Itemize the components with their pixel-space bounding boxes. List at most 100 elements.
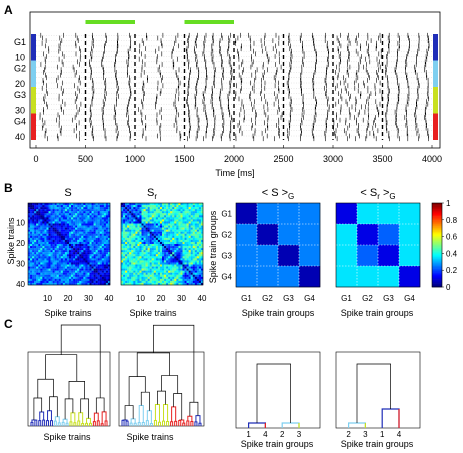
matrix-cell [38,256,41,259]
matrix-cell [155,205,159,208]
matrix-cell [32,219,35,222]
matrix-cell [48,217,51,220]
matrix-cell [184,213,187,216]
matrix-cell [52,276,55,279]
matrix-cell [95,268,98,271]
group-y-tick: G3 [221,252,232,261]
matrix-cell [127,211,130,214]
matrix-cell [71,260,74,263]
matrix-cell [123,256,126,259]
group-x-tick-sr: G2 [362,294,373,303]
matrix-cell [172,219,175,222]
matrix-cell [184,256,187,259]
matrix-cell [48,282,51,286]
matrix-cell [357,224,379,246]
matrix-cell [77,231,80,234]
matrix-cell [85,248,88,251]
matrix-cell [176,282,179,286]
matrix-cell [145,244,148,247]
matrix-cell [168,209,171,212]
matrix-cell [186,219,189,222]
matrix-cell [198,246,202,249]
matrix-cell [44,219,47,222]
matrix-cell [46,227,49,230]
matrix-cell [123,225,126,228]
matrix-cell [164,246,167,249]
matrix-cell [147,227,150,230]
matrix-cell [73,260,76,263]
matrix-cell [174,276,177,279]
matrix-cell [172,217,175,220]
matrix-cell [192,213,195,216]
dend-upper-branch [33,324,105,420]
matrix-cell [176,264,179,267]
matrix-cell [93,278,96,282]
matrix-cell [73,256,76,259]
matrix-cell [190,229,193,232]
matrix-cell [172,244,175,247]
matrix-cell [93,227,96,230]
matrix-cell [64,256,68,259]
matrix-cell [145,233,148,236]
matrix-cell [64,266,68,269]
matrix-cell [60,213,63,216]
matrix-cell [157,205,161,208]
matrix-cell [159,207,163,210]
matrix-cell [188,244,191,247]
matrix-cell [192,237,195,241]
matrix-cell [125,231,128,234]
matrix-cell [44,248,47,251]
matrix-cell [157,244,161,247]
matrix-cell [162,211,165,214]
matrix-cell [95,274,98,277]
matrix-cell [129,252,132,255]
matrix-cell [83,254,86,257]
matrix-cell [174,254,177,257]
matrix-cell [123,215,126,218]
dend-xlabel-trains-s: Spike trains [43,432,91,442]
matrix-cell [151,225,154,228]
matrix-cell [89,252,92,255]
matrix-cell [184,254,187,257]
matrix-cell [151,256,154,259]
matrix-cell [143,272,146,275]
matrix-cell [54,227,57,230]
matrix-cell [133,266,136,269]
matrix-cell [378,245,400,267]
matrix-cell [139,215,142,218]
matrix-cell [186,227,189,230]
matrix-cell [157,280,161,284]
matrix-cell [42,229,45,232]
matrix-cell [141,274,144,277]
group-bar-right [433,60,438,87]
matrix-cell [105,203,109,206]
matrix-cell [135,217,138,220]
matrix-cell [182,229,185,232]
matrix-cell [79,215,82,218]
matrix-cell [107,276,111,279]
matrix-cell [194,221,197,224]
matrix-cell [79,272,82,275]
matrix-cell [168,260,171,263]
matrix-cell [97,221,100,224]
matrix-cell [95,266,98,269]
matrix-cell [97,241,100,245]
matrix-cell [133,211,136,214]
matrix-cell [34,209,37,212]
matrix-cell [186,248,189,251]
matrix-cell [75,246,78,249]
matrix-cell [164,241,167,245]
matrix-cell [44,241,47,245]
matrix-cell [52,264,55,267]
colorbar-step [432,268,442,271]
matrix-cell [89,235,92,238]
matrix-cell [164,211,167,214]
matrix-cell [38,276,41,279]
matrix-cell [101,221,104,224]
matrix-cell [127,203,130,206]
matrix-cell [137,268,140,271]
matrix-cell [75,258,78,261]
matrix-cell [172,233,175,236]
matrix-cell [157,276,161,279]
matrix-cell [107,225,111,228]
